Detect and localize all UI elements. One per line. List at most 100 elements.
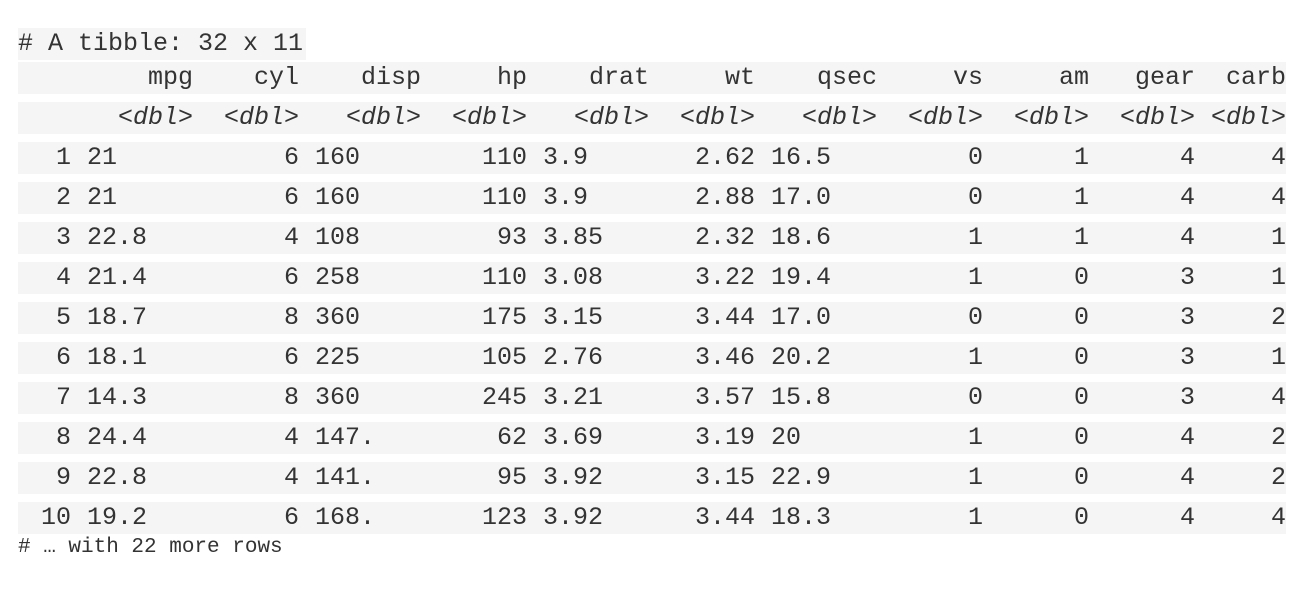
table-cell-cyl: 4 [193,462,299,494]
table-cell-disp: 225 [299,342,421,374]
table-cell-gear: 3 [1089,382,1195,414]
table-cell-mpg: 22.8 [71,462,193,494]
col-type: <dbl> [1089,102,1195,134]
table-cell-disp: 360 [299,382,421,414]
col-header-carb: carb [1195,62,1286,94]
col-type: <dbl> [421,102,527,134]
table-cell-mpg: 18.1 [71,342,193,374]
table-cell-wt: 3.15 [649,462,755,494]
tibble-output: # A tibble: 32 x 11 mpg cyl disp hp drat… [18,28,1286,560]
header-row: mpg cyl disp hp drat wt qsec vs am gear … [18,62,1286,94]
table-cell-vs: 1 [877,222,983,254]
table-row: 2 21 6 160 110 3.9 2.88 17.0 0 1 4 4 [18,182,1286,214]
col-header-hp: hp [421,62,527,94]
col-header-drat: drat [527,62,649,94]
table-cell-vs: 1 [877,342,983,374]
table-cell-vs: 0 [877,142,983,174]
table-cell-disp: 258 [299,262,421,294]
table-cell-disp: 160 [299,182,421,214]
table-cell-qsec: 20.2 [755,342,877,374]
col-type: <dbl> [983,102,1089,134]
col-header-wt: wt [649,62,755,94]
table-cell-gear: 3 [1089,262,1195,294]
table-cell-cyl: 6 [193,342,299,374]
table-cell-mpg: 18.7 [71,302,193,334]
table-cell-cyl: 6 [193,142,299,174]
table-cell-cyl: 8 [193,382,299,414]
col-type: <dbl> [71,102,193,134]
table-row: 3 22.8 4 108 93 3.85 2.32 18.6 1 1 4 1 [18,222,1286,254]
table-cell-hp: 95 [421,462,527,494]
col-type: <dbl> [877,102,983,134]
row-index-header [18,62,71,94]
table-cell-wt: 2.88 [649,182,755,214]
table-cell-mpg: 21 [71,142,193,174]
table-cell-drat: 2.76 [527,342,649,374]
table-cell-vs: 1 [877,422,983,454]
table-cell-hp: 110 [421,142,527,174]
table-cell-wt: 2.32 [649,222,755,254]
more-rows-note: # … with 22 more rows [18,536,283,559]
col-header-am: am [983,62,1089,94]
table-cell-qsec: 20 [755,422,877,454]
table-cell-wt: 3.46 [649,342,755,374]
table-cell-am: 1 [983,182,1089,214]
table-cell-mpg: 21 [71,182,193,214]
table-cell-wt: 3.44 [649,502,755,534]
col-type: <dbl> [193,102,299,134]
table-cell-disp: 147. [299,422,421,454]
table-cell-drat: 3.9 [527,182,649,214]
table-cell-gear: 4 [1089,182,1195,214]
table-cell-hp: 123 [421,502,527,534]
row-index-type [18,102,71,134]
table-cell-drat: 3.9 [527,142,649,174]
table-row: 1 21 6 160 110 3.9 2.62 16.5 0 1 4 4 [18,142,1286,174]
col-type: <dbl> [1195,102,1286,134]
row-index: 2 [18,182,71,214]
table-cell-gear: 4 [1089,142,1195,174]
table-cell-disp: 168. [299,502,421,534]
table-cell-mpg: 14.3 [71,382,193,414]
type-row: <dbl> <dbl> <dbl> <dbl> <dbl> <dbl> <dbl… [18,102,1286,134]
table-cell-carb: 4 [1195,182,1286,214]
table-cell-am: 1 [983,142,1089,174]
col-header-disp: disp [299,62,421,94]
col-header-cyl: cyl [193,62,299,94]
table-cell-wt: 3.44 [649,302,755,334]
row-index: 5 [18,302,71,334]
table-cell-qsec: 17.0 [755,302,877,334]
table-cell-qsec: 17.0 [755,182,877,214]
row-index: 6 [18,342,71,374]
table-cell-qsec: 15.8 [755,382,877,414]
table-cell-vs: 0 [877,382,983,414]
table-cell-vs: 1 [877,502,983,534]
table-cell-disp: 108 [299,222,421,254]
table-cell-vs: 0 [877,302,983,334]
table-cell-hp: 175 [421,302,527,334]
table-cell-carb: 2 [1195,422,1286,454]
table-cell-gear: 3 [1089,342,1195,374]
table-cell-am: 0 [983,502,1089,534]
table-cell-drat: 3.92 [527,462,649,494]
col-header-mpg: mpg [71,62,193,94]
table-cell-am: 0 [983,302,1089,334]
table-cell-disp: 160 [299,142,421,174]
col-header-qsec: qsec [755,62,877,94]
table-cell-drat: 3.92 [527,502,649,534]
table-row: 4 21.4 6 258 110 3.08 3.22 19.4 1 0 3 1 [18,262,1286,294]
col-header-vs: vs [877,62,983,94]
table-cell-am: 1 [983,222,1089,254]
table-cell-carb: 1 [1195,262,1286,294]
table-cell-qsec: 18.3 [755,502,877,534]
table-cell-vs: 1 [877,462,983,494]
table-cell-cyl: 6 [193,502,299,534]
table-cell-gear: 4 [1089,222,1195,254]
tibble-title: # A tibble: 32 x 11 [18,28,307,60]
table-cell-cyl: 4 [193,422,299,454]
row-index: 10 [18,502,71,534]
table-cell-gear: 4 [1089,422,1195,454]
table-cell-carb: 4 [1195,502,1286,534]
table-cell-wt: 2.62 [649,142,755,174]
table-cell-drat: 3.15 [527,302,649,334]
table-cell-wt: 3.57 [649,382,755,414]
